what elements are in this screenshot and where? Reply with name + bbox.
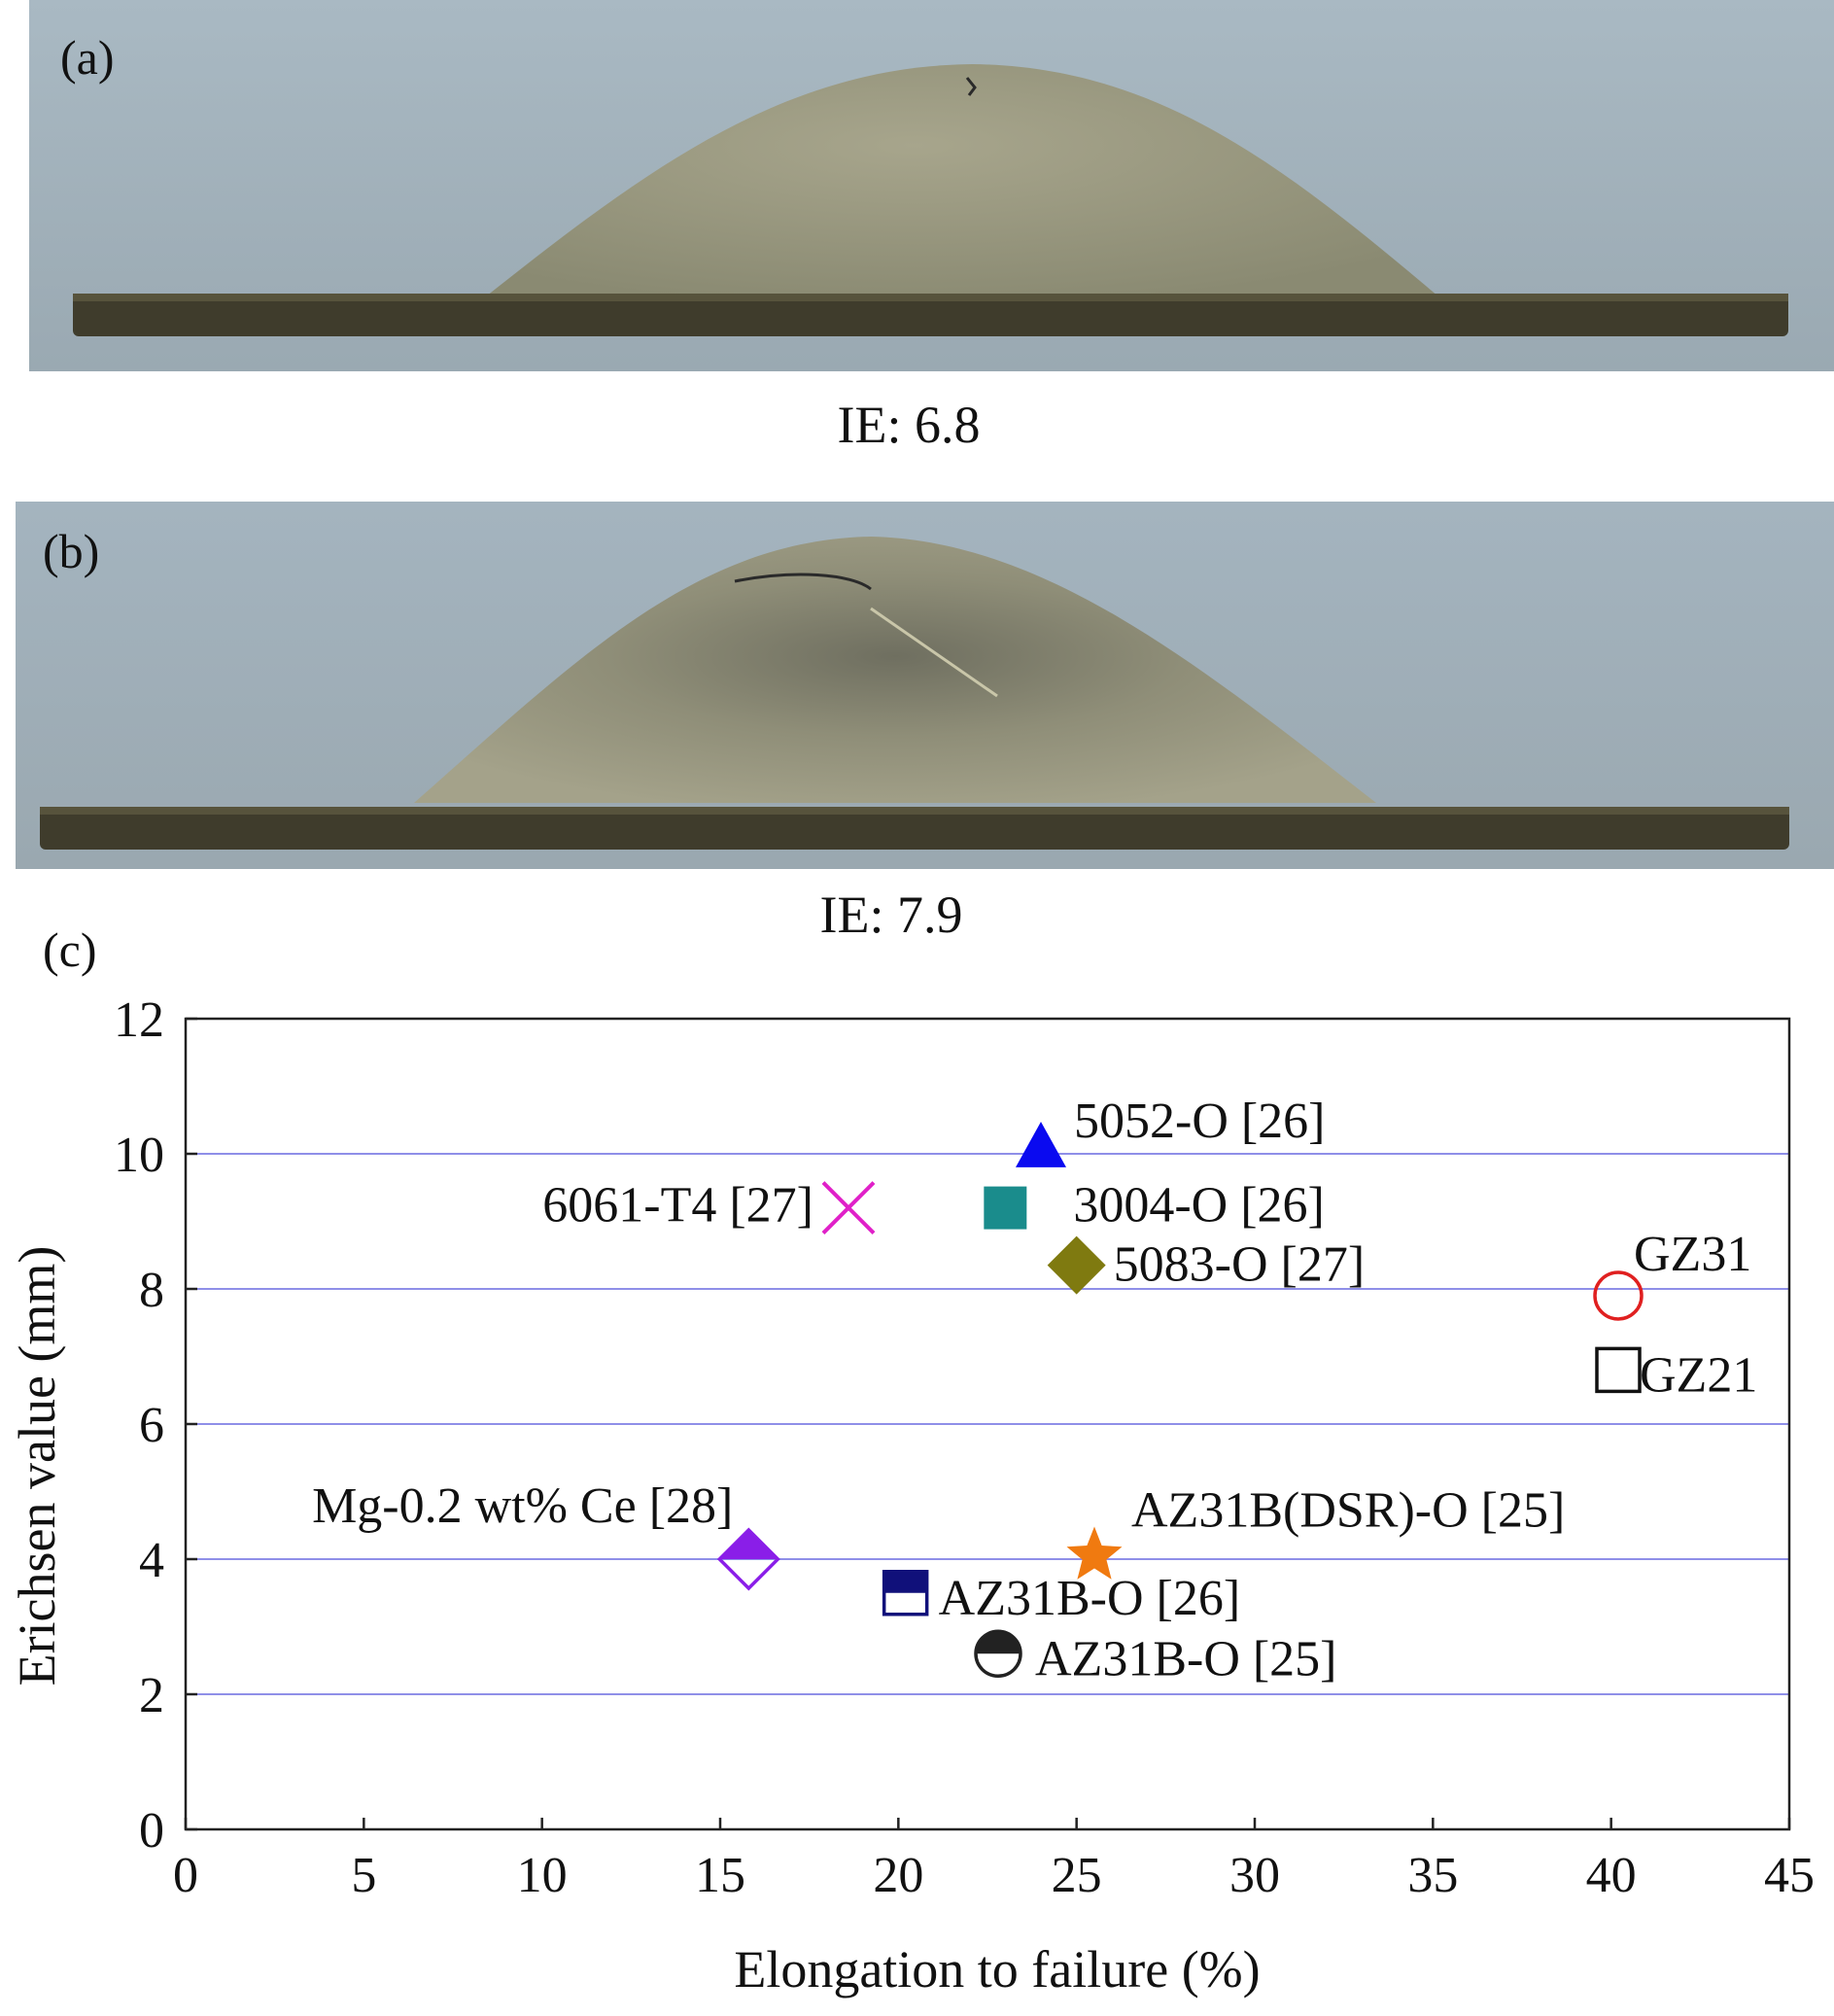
x-tick-label: 0 xyxy=(173,1848,198,1903)
y-tick-label: 8 xyxy=(139,1263,164,1318)
x-tick-label: 10 xyxy=(517,1848,568,1903)
caption-a: IE: 6.8 xyxy=(837,396,981,454)
marker-square xyxy=(984,1186,1027,1230)
data-point: 3004-O [26] xyxy=(984,1178,1325,1234)
data-point-label: AZ31B-O [25] xyxy=(1035,1631,1337,1686)
data-point-label: 3004-O [26] xyxy=(1073,1178,1325,1234)
data-point-label: AZ31B(DSR)-O [25] xyxy=(1131,1483,1565,1539)
photo-panel-a xyxy=(29,0,1834,371)
data-point-label: AZ31B-O [26] xyxy=(939,1571,1241,1626)
data-point-label: 5052-O [26] xyxy=(1074,1094,1326,1149)
marker-open-circle xyxy=(1593,1270,1644,1321)
data-point-label: GZ21 xyxy=(1640,1347,1757,1403)
marker-half-circle-outline xyxy=(974,1629,1022,1679)
y-tick-label: 2 xyxy=(139,1668,164,1723)
x-tick-label: 40 xyxy=(1586,1848,1637,1903)
x-tick-label: 25 xyxy=(1052,1848,1102,1903)
data-point: AZ31B-O [25] xyxy=(974,1629,1337,1686)
erichsen-scatter-chart: 0 2 4 6 8 10 12 0 5 10 15 20 25 30 35 40 45 5052-O [26] 6… xyxy=(8,992,1815,1999)
axes-layer: 0 2 4 6 8 10 12 0 5 10 15 20 25 30 35 40 45 xyxy=(114,992,1815,1903)
data-point: 5052-O [26] xyxy=(1016,1094,1326,1167)
grid-layer xyxy=(186,1153,1789,1695)
data-point: GZ31 xyxy=(1593,1227,1751,1321)
y-tick-label: 6 xyxy=(139,1398,164,1453)
panel-label-c: (c) xyxy=(43,922,97,977)
data-point-label: 6061-T4 [27] xyxy=(542,1178,813,1234)
x-tick-label: 30 xyxy=(1229,1848,1280,1903)
y-tick-label: 10 xyxy=(114,1128,164,1183)
marker-star xyxy=(1066,1526,1123,1580)
marker-open-square xyxy=(1595,1346,1642,1394)
x-tick-label: 20 xyxy=(873,1848,923,1903)
y-tick-label: 0 xyxy=(139,1803,164,1859)
data-point: 6061-T4 [27] xyxy=(542,1178,876,1235)
marker-diamond xyxy=(1047,1235,1106,1295)
panel-label-b: (b) xyxy=(43,524,100,578)
panel-label-a: (a) xyxy=(60,30,115,85)
data-point: AZ31B(DSR)-O [25] xyxy=(1066,1483,1565,1580)
data-point: GZ21 xyxy=(1595,1346,1757,1403)
y-axis-label: Erichsen value (mm) xyxy=(8,1246,66,1686)
y-tick-label: 4 xyxy=(139,1533,164,1588)
marker-x-b xyxy=(821,1181,876,1235)
y-tick-label: 12 xyxy=(114,992,164,1048)
marker-half-square-top xyxy=(883,1571,927,1593)
photo-panel-b xyxy=(16,502,1834,869)
x-tick-label: 5 xyxy=(351,1848,376,1903)
x-tick-label: 15 xyxy=(695,1848,745,1903)
marker-triangle xyxy=(1016,1122,1066,1167)
marker-half-square-outline xyxy=(882,1570,929,1616)
marker-half-diamond-outline xyxy=(716,1527,780,1591)
data-point: AZ31B-O [26] xyxy=(882,1570,1241,1626)
data-point-label: 5083-O [27] xyxy=(1114,1237,1366,1293)
marker-half-diamond-top xyxy=(719,1530,779,1559)
erichsen-dome-photo-b xyxy=(16,502,1834,869)
x-tick-label: 35 xyxy=(1407,1848,1458,1903)
data-point-label: GZ31 xyxy=(1634,1227,1751,1282)
marker-half-circle-top xyxy=(976,1631,1021,1654)
erichsen-dome-photo-a xyxy=(29,0,1834,371)
caption-b: IE: 7.9 xyxy=(819,886,963,944)
data-point-label: Mg-0.2 wt% Ce [28] xyxy=(312,1478,733,1534)
x-tick-label: 45 xyxy=(1764,1848,1815,1903)
data-point: 5083-O [27] xyxy=(1047,1235,1366,1295)
data-point: Mg-0.2 wt% Ce [28] xyxy=(312,1478,780,1591)
marks-layer: 5052-O [26] 6061-T4 [27] 3004-O [26]5083-O… xyxy=(312,1094,1757,1686)
x-axis-label: Elongation to failure (%) xyxy=(734,1940,1260,1999)
